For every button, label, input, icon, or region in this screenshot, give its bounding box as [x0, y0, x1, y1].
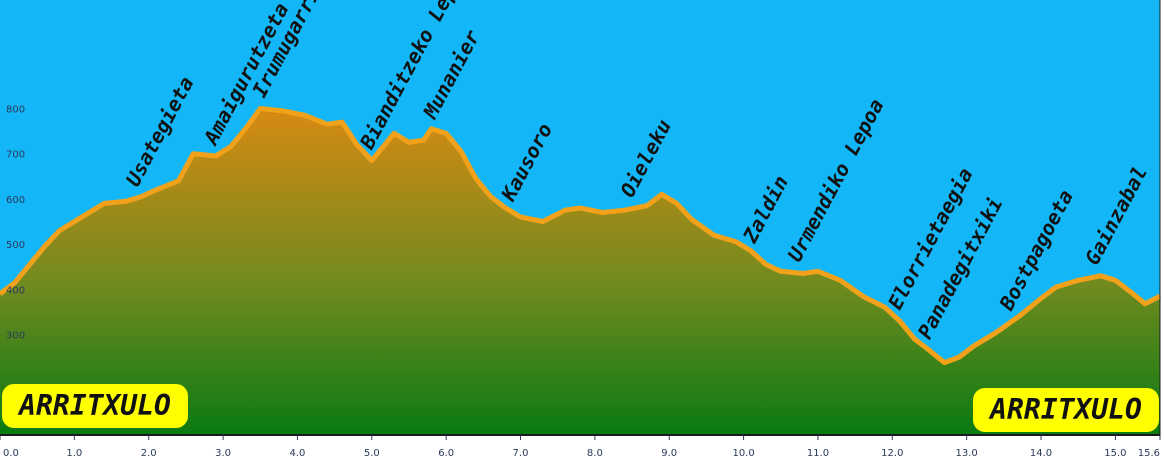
x-tick-label: 11.0 — [807, 448, 829, 459]
y-axis-ticks: 300 400 500 600 700 800 — [6, 105, 25, 342]
x-tick-label: 12.0 — [881, 448, 903, 459]
x-tick-label: 10.0 — [732, 448, 754, 459]
x-axis-ticks: 0.0 1.0 2.0 3.0 4.0 5.0 6.0 7.0 8.0 9.0 10.0 11.0 12… — [0, 435, 1161, 459]
x-tick-label: 3.0 — [215, 448, 231, 459]
x-tick-label: 14.0 — [1030, 448, 1052, 459]
x-tick-label: 15.6 — [1138, 448, 1160, 459]
x-tick-label: 7.0 — [513, 448, 529, 459]
x-tick-label: 6.0 — [438, 448, 454, 459]
x-tick-label: 4.0 — [289, 448, 305, 459]
elevation-line — [0, 106, 1162, 366]
y-tick-label: 600 — [6, 195, 25, 206]
x-tick-label: 0.0 — [3, 448, 19, 459]
x-tick-label: 8.0 — [587, 448, 603, 459]
y-tick-label: 300 — [6, 331, 25, 342]
start-location-badge: ARRITXULO — [2, 384, 188, 428]
x-tick-label: 9.0 — [661, 448, 677, 459]
x-tick-label: 2.0 — [141, 448, 157, 459]
x-tick-label: 15.0 — [1104, 448, 1126, 459]
y-tick-label: 400 — [6, 285, 25, 296]
y-tick-label: 800 — [6, 105, 25, 116]
elevation-area — [0, 108, 1160, 434]
end-location-badge: ARRITXULO — [973, 388, 1159, 432]
x-tick-label: 5.0 — [364, 448, 380, 459]
y-tick-label: 700 — [6, 150, 25, 161]
x-tick-label: 13.0 — [956, 448, 978, 459]
y-tick-label: 500 — [6, 240, 25, 251]
x-tick-label: 1.0 — [66, 448, 82, 459]
